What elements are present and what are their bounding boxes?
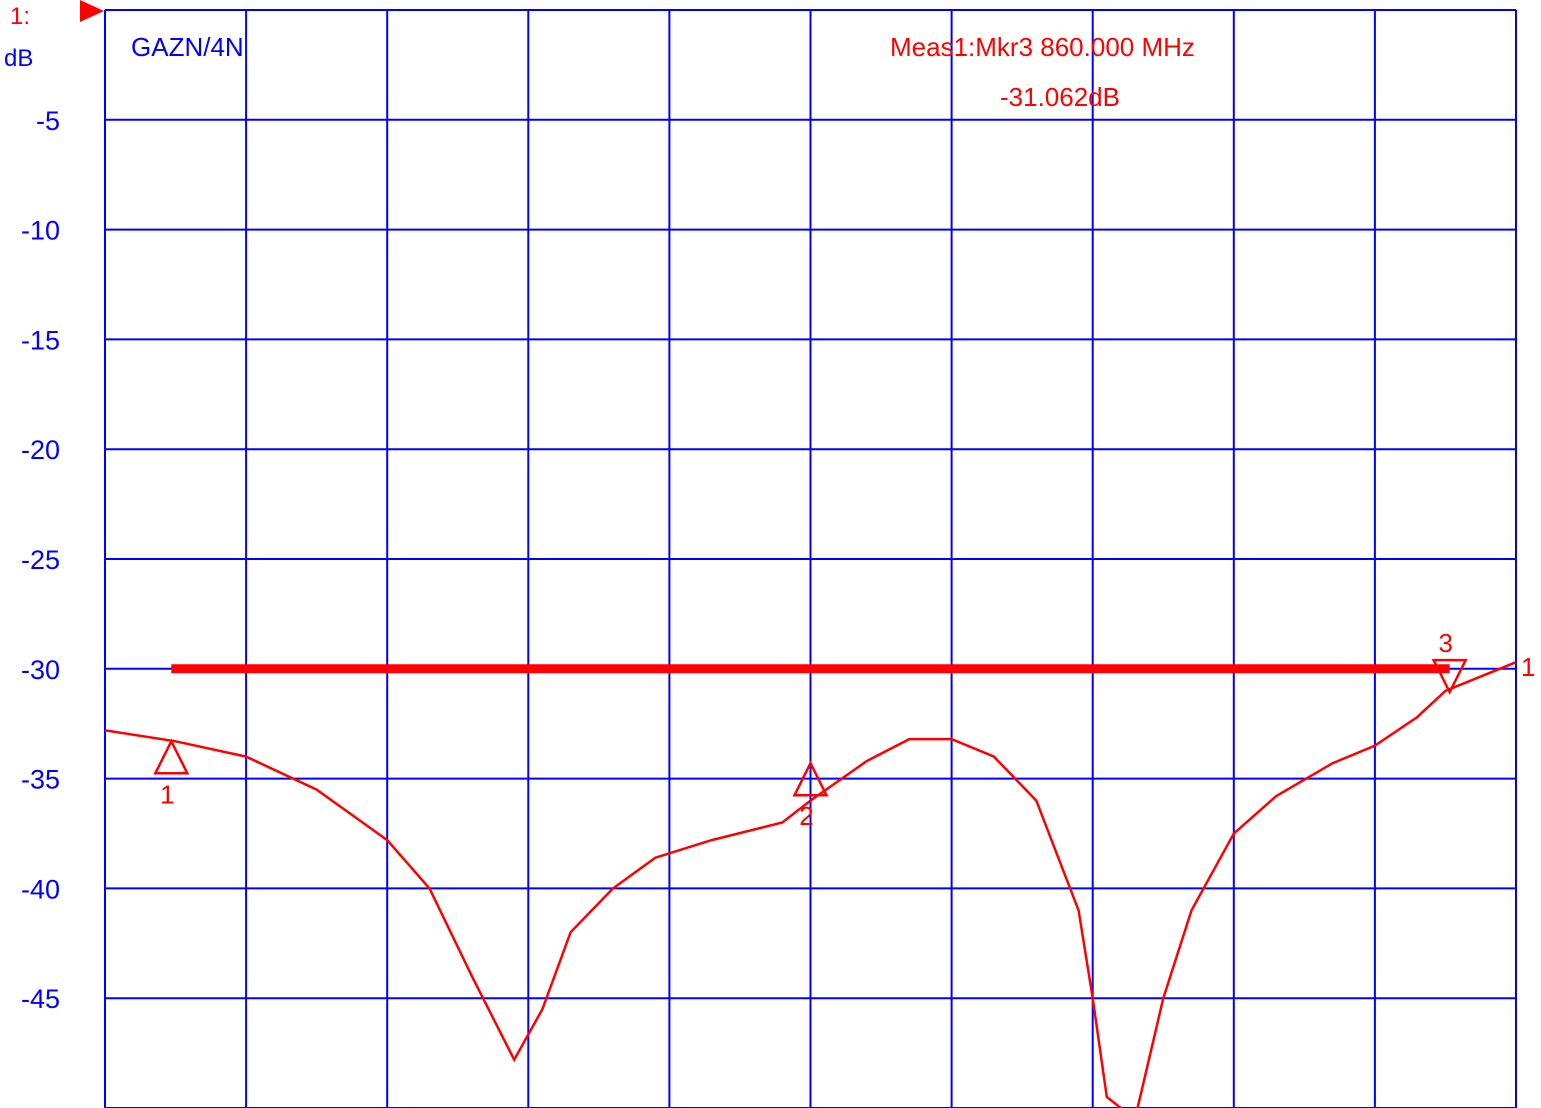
y-tick-labels: -5 -10 -15 -20 -25 -30 -35 -40 -45 xyxy=(21,106,60,1014)
trace-number-label: 1: xyxy=(10,3,30,30)
markers: 1 2 3 xyxy=(153,628,1468,831)
marker-triangle-icon xyxy=(792,760,829,797)
marker-2: 2 xyxy=(792,760,829,831)
y-tick-label: -35 xyxy=(21,765,60,795)
marker-3: 3 xyxy=(1431,628,1468,695)
marker-readout-value: -31.062dB xyxy=(1000,82,1120,112)
y-tick-label: -10 xyxy=(21,216,60,246)
plot-grid xyxy=(104,9,1517,1108)
unit-label: dB xyxy=(4,45,33,72)
trace-end-label: 1 xyxy=(1521,652,1535,682)
marker-readout-frequency: Meas1:Mkr3 860.000 MHz xyxy=(890,32,1195,62)
trace-line xyxy=(104,661,1517,1108)
y-tick-label: -20 xyxy=(21,435,60,465)
marker-label: 3 xyxy=(1438,628,1452,658)
marker-label: 2 xyxy=(799,801,813,831)
trace-title: GAZN/4N xyxy=(131,32,244,62)
marker-label: 1 xyxy=(160,779,174,809)
y-tick-label: -30 xyxy=(21,655,60,685)
y-tick-label: -5 xyxy=(36,106,60,136)
reference-level-arrow xyxy=(80,0,104,22)
y-tick-label: -25 xyxy=(21,545,60,575)
marker-triangle-icon xyxy=(153,738,190,775)
marker-1: 1 xyxy=(153,738,190,809)
marker-triangle-icon xyxy=(1431,658,1468,695)
y-tick-label: -40 xyxy=(21,874,60,904)
y-tick-label: -45 xyxy=(21,984,60,1014)
y-tick-label: -15 xyxy=(21,325,60,355)
